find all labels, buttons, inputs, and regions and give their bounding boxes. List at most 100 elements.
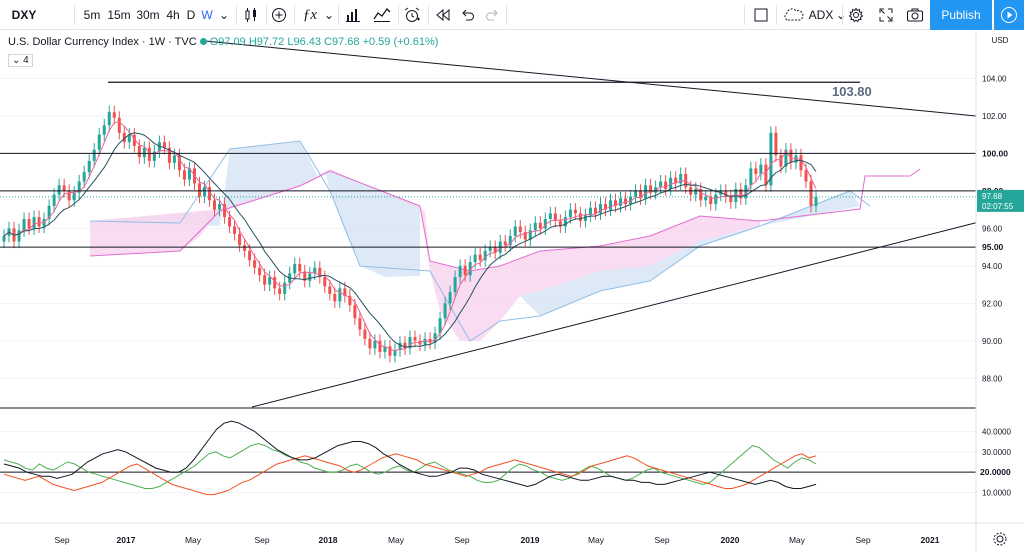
price-tick: 102.00 bbox=[982, 112, 1007, 121]
price-axis[interactable]: USD104.00102.00100.0098.0096.0094.0092.0… bbox=[975, 31, 1024, 552]
plus-circle-icon bbox=[272, 8, 286, 22]
candle-body bbox=[328, 286, 332, 294]
ichimoku-lines bbox=[0, 121, 976, 352]
active-indicator-label[interactable]: ADX bbox=[808, 8, 834, 22]
legend-collapse-button[interactable]: ⌄ 4 bbox=[8, 54, 33, 67]
candle-body bbox=[729, 196, 733, 203]
toolbar-divider bbox=[398, 5, 399, 25]
candle-body bbox=[17, 230, 21, 242]
candle-body bbox=[654, 187, 658, 193]
symbol-search[interactable]: DXY bbox=[11, 8, 37, 22]
candle-body bbox=[343, 288, 347, 296]
candle-body bbox=[759, 164, 763, 175]
time-tick: 2020 bbox=[721, 535, 740, 545]
candle-body bbox=[243, 245, 247, 251]
toolbar-divider bbox=[506, 5, 507, 25]
alert-button[interactable] bbox=[400, 0, 424, 30]
candle-body bbox=[558, 220, 562, 227]
camera-icon bbox=[907, 8, 923, 22]
candle-body bbox=[674, 177, 678, 184]
candle-body bbox=[318, 267, 322, 278]
publish-button[interactable]: Publish bbox=[930, 0, 992, 30]
candle-body bbox=[373, 340, 377, 349]
settings-button[interactable] bbox=[845, 0, 867, 30]
time-tick: Sep bbox=[855, 535, 870, 545]
adx-tick: 40.0000 bbox=[982, 427, 1011, 436]
cloud-save-button[interactable] bbox=[780, 0, 806, 30]
legend-ohlc: O97.09 H97.72 L96.43 C97.68 +0.59 (+0.61… bbox=[209, 36, 439, 48]
time-tick: 2019 bbox=[521, 535, 540, 545]
candle-body bbox=[147, 147, 151, 161]
toolbar-divider bbox=[266, 5, 267, 25]
function-icon: ƒx bbox=[302, 6, 318, 23]
candle-body bbox=[363, 329, 367, 339]
indicators-button[interactable]: ƒx bbox=[298, 0, 322, 30]
interval-30m[interactable]: 30m bbox=[136, 8, 160, 22]
time-axis[interactable]: Sep 2017 May Sep 2018 May Sep 2019 May Sep 2020 May… bbox=[0, 522, 1024, 546]
chart-canvas[interactable]: 103.80 USD104.00102.00100.0098.0096.0094… bbox=[0, 31, 1024, 552]
candle-body bbox=[443, 303, 447, 319]
level-label-bg bbox=[977, 147, 1024, 160]
candle-body bbox=[468, 262, 472, 276]
ascending-trendline bbox=[251, 222, 977, 408]
senkou-span-a bbox=[89, 140, 871, 342]
interval-15m[interactable]: 15m bbox=[107, 8, 131, 22]
candle-body bbox=[37, 217, 41, 227]
interval-d[interactable]: D bbox=[186, 8, 196, 22]
candle-body bbox=[313, 267, 317, 274]
candle-body bbox=[624, 198, 628, 205]
candle-body bbox=[809, 181, 813, 206]
interval-4h[interactable]: 4h bbox=[166, 8, 180, 22]
candle-body bbox=[473, 254, 477, 263]
indicator-dropdown[interactable]: ⌄ bbox=[834, 0, 848, 30]
compare-button[interactable] bbox=[268, 0, 290, 30]
candle-body bbox=[644, 185, 648, 199]
time-tick: May bbox=[588, 535, 605, 545]
indicators-dropdown[interactable]: ⌄ bbox=[322, 0, 336, 30]
toolbar-divider bbox=[842, 5, 843, 25]
toolbar-divider bbox=[294, 5, 295, 25]
financials-button[interactable] bbox=[342, 0, 364, 30]
adx-pane bbox=[0, 407, 1024, 496]
gear-icon bbox=[848, 7, 864, 23]
kumo-bull-region bbox=[90, 141, 420, 277]
candle-body bbox=[478, 254, 482, 261]
chart-type-button[interactable] bbox=[240, 0, 262, 30]
candle-body bbox=[132, 134, 136, 146]
candle-body bbox=[739, 189, 743, 199]
current-price-label: 97.68 bbox=[982, 192, 1003, 201]
candle-body bbox=[664, 181, 668, 190]
interval-w[interactable]: W bbox=[201, 8, 213, 22]
candle-body bbox=[408, 337, 412, 349]
candle-body bbox=[563, 217, 567, 227]
candle-body bbox=[182, 170, 186, 180]
minus-di-line bbox=[3, 453, 817, 496]
interval-dropdown[interactable]: ⌄ bbox=[216, 0, 232, 30]
candle-body bbox=[508, 235, 512, 246]
price-tick: 90.00 bbox=[982, 337, 1003, 346]
chevron-down-icon: ⌄ bbox=[323, 8, 335, 22]
candle-body bbox=[348, 295, 352, 306]
time-tick: Sep bbox=[454, 535, 469, 545]
candle-body bbox=[463, 265, 467, 276]
snapshot-button[interactable] bbox=[903, 0, 927, 30]
interval-5m[interactable]: 5m bbox=[83, 8, 101, 22]
fullscreen-button[interactable] bbox=[875, 0, 897, 30]
candle-body bbox=[573, 209, 577, 214]
templates-button[interactable] bbox=[370, 0, 394, 30]
undo-button[interactable] bbox=[458, 0, 478, 30]
candle-body bbox=[263, 275, 267, 285]
publish-menu-button[interactable] bbox=[993, 0, 1024, 30]
candle-body bbox=[92, 149, 96, 161]
redo-button[interactable] bbox=[482, 0, 502, 30]
candle-body bbox=[213, 200, 217, 210]
adx-level-label: 20.0000 bbox=[980, 467, 1011, 477]
candle-body bbox=[393, 350, 397, 356]
candle-body bbox=[704, 196, 708, 201]
candle-body bbox=[458, 265, 462, 278]
toolbar-divider bbox=[74, 5, 75, 25]
gear-icon bbox=[996, 535, 1004, 543]
replay-button[interactable] bbox=[432, 0, 454, 30]
layout-button[interactable] bbox=[750, 0, 772, 30]
candle-body bbox=[518, 226, 522, 233]
